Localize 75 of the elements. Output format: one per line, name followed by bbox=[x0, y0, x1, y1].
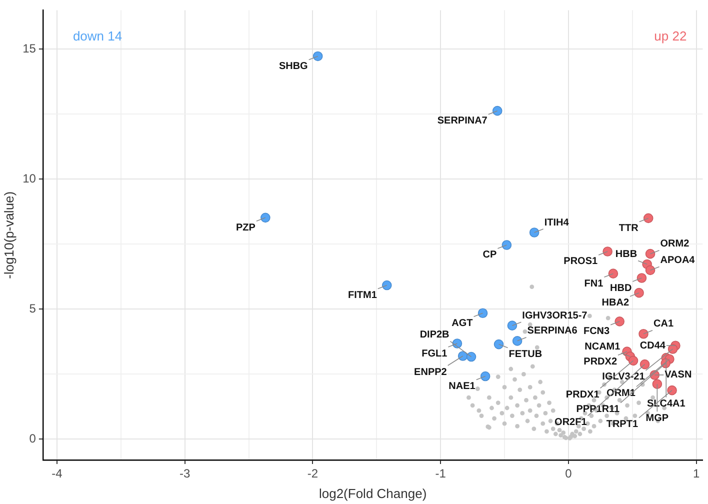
x-tick-label: -3 bbox=[180, 466, 191, 481]
point bbox=[638, 329, 648, 339]
annotation: CD44 bbox=[640, 340, 666, 352]
point bbox=[652, 379, 662, 389]
point bbox=[494, 339, 504, 350]
annotation: DIP2B bbox=[420, 330, 450, 341]
x-tick-label: -4 bbox=[52, 466, 63, 481]
point bbox=[645, 248, 656, 259]
point bbox=[645, 265, 656, 276]
annotation: ORM1 bbox=[606, 388, 636, 399]
text: down 14 bbox=[72, 28, 122, 44]
point bbox=[529, 228, 540, 238]
point bbox=[312, 51, 323, 62]
point bbox=[628, 356, 638, 366]
point bbox=[640, 359, 650, 370]
annotation: SLC4A1 bbox=[646, 398, 686, 410]
text: up 22 bbox=[654, 28, 687, 44]
point bbox=[643, 213, 654, 224]
point bbox=[614, 316, 624, 326]
point bbox=[507, 320, 518, 330]
point bbox=[480, 371, 490, 382]
point bbox=[667, 385, 677, 396]
y-tick-label: 0 bbox=[29, 432, 36, 446]
annotation: FETUB bbox=[508, 349, 542, 360]
x-tick-label: 1 bbox=[692, 466, 700, 481]
annotation: NCAM1 bbox=[584, 341, 621, 352]
x-axis-title: log2(Fold Change) bbox=[318, 486, 427, 501]
annotation: FITM1 bbox=[348, 290, 378, 302]
annotation: TRPT1 bbox=[606, 419, 638, 430]
annotation: AGT bbox=[452, 318, 473, 329]
point bbox=[608, 268, 618, 278]
point bbox=[478, 308, 488, 318]
annotation: TTR bbox=[618, 222, 640, 234]
annotation: SERPINA7 bbox=[437, 116, 488, 127]
x-tick-label: -2 bbox=[307, 466, 318, 481]
annotation: PRDX1 bbox=[566, 389, 600, 400]
annotation: HBA2 bbox=[602, 298, 630, 309]
annotation: APOA4 bbox=[660, 254, 696, 266]
y-tick-label: 10 bbox=[22, 172, 36, 186]
annotation: FGL1 bbox=[422, 348, 448, 360]
point bbox=[382, 280, 392, 290]
point bbox=[492, 106, 502, 116]
annotation: OR2F1 bbox=[554, 417, 588, 428]
annotation: CA1 bbox=[653, 318, 674, 330]
annotation: PPP1R11 bbox=[576, 404, 620, 416]
y-tick-label: 5 bbox=[29, 302, 36, 316]
annotation: PRDX2 bbox=[584, 356, 618, 368]
annotation: ENPP2 bbox=[414, 366, 448, 378]
point bbox=[602, 246, 612, 256]
annotation: PZP bbox=[236, 222, 256, 234]
annotation: FN1 bbox=[584, 278, 604, 290]
annotation: SERPINA6 bbox=[527, 326, 578, 337]
annotation: CP bbox=[482, 250, 498, 261]
x-tick-label: -1 bbox=[435, 466, 446, 481]
annotation: PROS1 bbox=[564, 256, 598, 268]
annotation: IGLV3-21 bbox=[602, 372, 646, 383]
x-tick-label: 0 bbox=[565, 466, 572, 481]
annotation: HBD bbox=[610, 282, 632, 294]
annotation: MGP bbox=[646, 412, 669, 424]
annotation: VASN bbox=[664, 370, 692, 381]
point bbox=[512, 336, 522, 346]
annotation: NAE1 bbox=[448, 381, 476, 392]
annotation: HBB bbox=[615, 248, 638, 260]
annotation: FCN3 bbox=[583, 326, 610, 338]
point bbox=[260, 212, 270, 223]
y-axis-title: -log10(p-value) bbox=[1, 191, 16, 279]
annotation: ITIH4 bbox=[544, 217, 570, 228]
annotation: SHBG bbox=[278, 60, 308, 72]
point bbox=[634, 288, 644, 298]
annotation: ORM2 bbox=[660, 238, 690, 250]
point bbox=[502, 240, 512, 250]
y-tick-label: 15 bbox=[22, 42, 36, 56]
point bbox=[466, 352, 476, 362]
point bbox=[636, 273, 647, 283]
annotation: IGHV3OR15-7 bbox=[522, 310, 588, 322]
